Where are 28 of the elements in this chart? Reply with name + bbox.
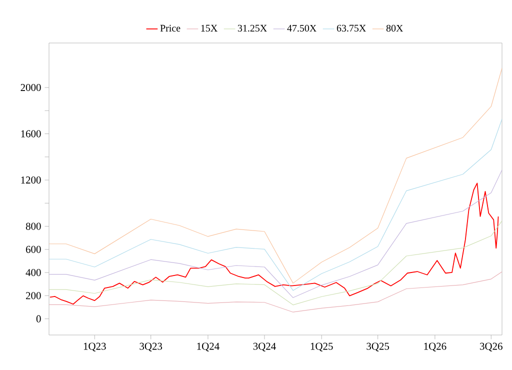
x-tick-label: 3Q23	[140, 342, 162, 352]
line-series	[49, 182, 499, 305]
y-tick-label: 200	[26, 292, 41, 300]
x-tick-label: 1Q23	[84, 342, 106, 352]
y-tick-label: 600	[26, 246, 41, 253]
x-tick-label: 3Q24	[253, 342, 276, 352]
x-tick-label: 1Q26	[424, 342, 446, 352]
legend-label: 15X	[201, 24, 218, 32]
legend-label: Price	[160, 24, 180, 32]
legend-label: 47.50X	[287, 24, 316, 32]
line-series	[49, 68, 502, 284]
y-tick-label: 0	[36, 315, 41, 322]
legend-label: 80X	[386, 24, 404, 32]
y-tick-label: 1600	[21, 130, 41, 138]
legend-label: 63.75X	[336, 24, 366, 32]
y-tick-label: 1200	[21, 176, 41, 184]
line-series	[49, 170, 502, 298]
x-tick-label: 1Q25	[310, 342, 333, 352]
y-tick-label: 400	[26, 269, 41, 276]
y-tick-label: 800	[26, 222, 41, 230]
legend-label: 31.25X	[238, 24, 267, 32]
line-series	[49, 220, 502, 306]
x-tick-label: 3Q26	[480, 342, 502, 352]
x-tick-label: 1Q24	[197, 342, 220, 352]
x-tick-label: 3Q25	[366, 342, 390, 352]
line-series	[49, 271, 502, 312]
line-series	[49, 118, 502, 291]
y-tick-label: 2000	[20, 84, 41, 92]
